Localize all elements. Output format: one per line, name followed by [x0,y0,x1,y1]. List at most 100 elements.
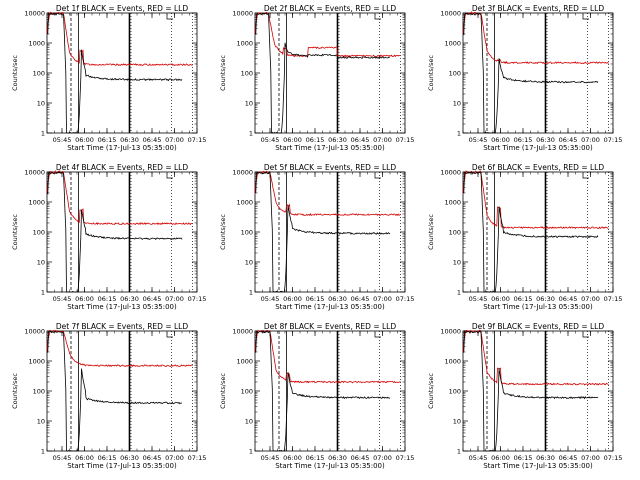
panel-title: Det 5f BLACK = Events, RED = LLD [264,163,397,172]
y-tick-label: 100 [449,70,461,78]
panel-title: Det 2f BLACK = Events, RED = LLD [264,4,397,13]
x-tick-label: 07:00 [581,136,600,144]
y-tick-label: 10000 [24,169,45,177]
x-tick-label: 06:00 [75,295,94,303]
y-tick-label: 1 [457,130,461,138]
y-axis-label: Counts/sec [219,55,227,91]
panel-title: Det 1f BLACK = Events, RED = LLD [56,4,189,13]
x-tick-label: 07:00 [165,295,184,303]
y-tick-label: 100 [449,229,461,237]
x-axis-label: Start Time (17-Jul-13 05:35:00) [275,462,385,470]
x-tick-label: 05:45 [261,136,280,144]
y-tick-label: 1 [249,289,253,297]
y-tick-label: 1 [41,289,45,297]
plot-frame [462,171,614,293]
x-tick-label: 06:30 [120,136,139,144]
y-tick-label: 100 [241,70,253,78]
x-tick-label: 06:15 [306,136,325,144]
x-tick-label: 06:45 [351,454,370,462]
x-tick-label: 06:45 [559,295,578,303]
y-tick-label: 10000 [232,169,253,177]
y-tick-label: 100 [33,229,45,237]
y-tick-label: 10000 [440,328,461,336]
y-tick-label: 1000 [28,199,45,207]
series-events-line [47,12,183,134]
x-tick-label: 06:15 [98,454,117,462]
chart-panel-8: Det 8f BLACK = Events, RED = LLD 1 10 100 10… [219,322,414,470]
x-tick-label: 06:30 [328,454,347,462]
series-events-line [254,329,391,452]
x-tick-label: 06:30 [536,454,555,462]
panel-title: Det 9f BLACK = Events, RED = LLD [472,322,605,331]
legend-marker [582,173,589,179]
x-tick-label: 06:45 [351,295,370,303]
y-axis-label: Counts/sec [219,214,227,250]
panel-title: Det 3f BLACK = Events, RED = LLD [472,4,605,13]
y-axis-label: Counts/sec [11,214,19,250]
series-lld-line [46,170,193,226]
series-lld-line [462,170,609,230]
legend-marker [374,173,381,179]
x-tick-label: 06:45 [143,454,162,462]
x-tick-label: 05:45 [261,295,280,303]
y-tick-label: 10 [453,418,461,426]
y-tick-label: 1000 [236,199,253,207]
x-tick-label: 06:15 [306,295,325,303]
panel-title: Det 4f BLACK = Events, RED = LLD [56,163,189,172]
y-tick-label: 1 [41,130,45,138]
series-lld-line [46,329,193,368]
x-axis-label: Start Time (17-Jul-13 05:35:00) [275,303,385,311]
series-events-line [255,170,391,293]
y-axis-label: Counts/sec [427,373,435,409]
series-lld-line [462,329,609,386]
y-axis-label: Counts/sec [427,55,435,91]
x-tick-label: 07:00 [373,136,392,144]
chart-panel-1: Det 1f BLACK = Events, RED = LLD 1 10 100 10… [11,4,206,152]
panel-title: Det 7f BLACK = Events, RED = LLD [56,322,189,331]
plot-frame [46,330,198,452]
x-tick-label: 07:15 [396,295,415,303]
y-tick-label: 1 [249,448,253,456]
y-tick-label: 10 [37,259,45,267]
series-events-line [462,171,599,293]
chart-panel-9: Det 9f BLACK = Events, RED = LLD 1 10 100 10… [427,322,622,470]
x-tick-label: 06:00 [491,295,510,303]
x-tick-label: 05:45 [53,454,72,462]
y-tick-label: 10 [245,100,253,108]
y-tick-label: 10 [453,259,461,267]
y-tick-label: 1000 [444,199,461,207]
series-events-line [462,12,599,134]
y-tick-label: 1000 [236,358,253,366]
x-tick-label: 06:45 [143,136,162,144]
x-tick-label: 07:15 [396,136,415,144]
y-tick-label: 1000 [444,358,461,366]
x-tick-label: 07:00 [581,454,600,462]
x-tick-label: 06:30 [120,454,139,462]
x-tick-label: 07:15 [188,295,207,303]
x-axis-label: Start Time (17-Jul-13 05:35:00) [275,144,385,152]
plot-frame [46,171,198,293]
x-tick-label: 05:45 [469,454,488,462]
legend-marker [582,14,589,20]
series-lld-line [254,11,401,58]
x-tick-label: 06:45 [559,454,578,462]
y-tick-label: 100 [449,388,461,396]
series-events-line [254,12,391,134]
x-tick-label: 05:45 [53,136,72,144]
chart-panel-7: Det 7f BLACK = Events, RED = LLD 1 10 100 10… [11,322,206,470]
y-tick-label: 1000 [444,40,461,48]
chart-panel-6: Det 6f BLACK = Events, RED = LLD 1 10 100 10… [427,163,622,311]
x-tick-label: 07:15 [396,454,415,462]
legend-marker [166,173,173,179]
x-tick-label: 07:00 [165,454,184,462]
x-tick-label: 06:30 [328,136,347,144]
legend-marker [166,14,173,20]
plot-frame [254,330,406,452]
series-lld-line [254,329,401,384]
y-tick-label: 10000 [24,10,45,18]
x-tick-label: 07:00 [165,136,184,144]
y-tick-label: 1 [41,448,45,456]
y-tick-label: 1000 [236,40,253,48]
x-tick-label: 05:45 [53,295,72,303]
